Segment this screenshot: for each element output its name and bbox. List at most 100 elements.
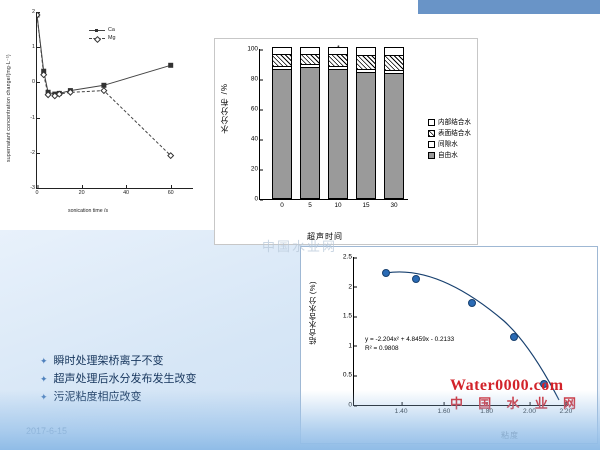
- bar-1: [300, 47, 320, 199]
- bar-1-seg-gap: [301, 64, 319, 67]
- legend-item-free-water: 自由水: [428, 150, 471, 161]
- right-ytick-1: 1: [348, 342, 357, 350]
- left-chart-legend: Ca Mg: [89, 26, 116, 43]
- left-chart-series-svg: [37, 12, 175, 160]
- right-ytick-2: 2: [348, 283, 357, 291]
- bar-1-seg-inner: [301, 48, 319, 54]
- bar-1-seg-surface: [301, 54, 319, 64]
- bar-2-seg-inner: [329, 48, 347, 54]
- left-ytick-1: 1: [32, 44, 40, 51]
- right-xtick-200: 2.00: [523, 402, 536, 415]
- bar-4: [384, 47, 404, 199]
- bar-3-seg-inner: [357, 48, 375, 55]
- left-ytick-m2: -2: [30, 149, 40, 156]
- bullet-marker-icon: ✦: [40, 356, 48, 366]
- mid-xtick-10: 10: [334, 202, 342, 209]
- mid-ytick-100: 100: [247, 45, 263, 53]
- mid-chart-legend: 内部结合水 表面结合水 间隙水 自由水: [428, 117, 471, 161]
- legend-swatch-surface-bound-water: [428, 130, 436, 137]
- right-ytick-0p5: 0.5: [342, 371, 358, 379]
- right-ytick-2p5: 2.5: [342, 253, 358, 261]
- right-ytick-1p5: 1.5: [342, 312, 358, 320]
- legend-label-inner-bound-water: 内部结合水: [438, 119, 471, 126]
- legend-label-surface-bound-water: 表面结合水: [438, 130, 471, 137]
- right-xtick-160: 1.60: [437, 402, 450, 415]
- mid-xtick-0: 0: [280, 202, 284, 209]
- slide-datestamp: 2017-6-15: [26, 426, 68, 436]
- left-ytick-0: 0: [32, 79, 40, 86]
- bound-water-vs-viscosity-chart: 结合水含水分 (%) 粘度 2.5 2 1.5 1 0.5 0 1.40 1.6…: [300, 246, 598, 444]
- mid-ytick-20: 20: [250, 165, 264, 173]
- bar-0-seg-free: [273, 69, 291, 198]
- right-chart-equation-block: y = -2.204x² + 4.8459x - 0.2133 R² = 0.9…: [365, 335, 454, 353]
- left-xtick-40: 40: [123, 185, 130, 196]
- bullet-item-1: ✦ 超声处理后水分发布发生改变: [40, 370, 290, 388]
- trendline-equation: y = -2.204x² + 4.8459x - 0.2133: [365, 336, 455, 343]
- bar-4-seg-inner: [385, 48, 403, 55]
- legend-item-surface-bound-water: 表面结合水: [428, 128, 471, 139]
- bar-2-seg-free: [329, 69, 347, 198]
- legend-swatch-inner-bound-water: [428, 119, 436, 126]
- left-xtick-20: 20: [78, 185, 85, 196]
- bar-3-seg-gap: [357, 69, 375, 72]
- watermark-logo-subtext: 中 国 水 业 网: [449, 396, 582, 411]
- right-chart-ylabel: 结合水含水分 (%): [308, 281, 317, 345]
- data-point-3: [510, 333, 518, 341]
- mid-ytick-80: 80: [250, 75, 264, 83]
- bar-0: [272, 47, 292, 199]
- mid-xtick-5: 5: [308, 202, 312, 209]
- bar-0-seg-surface: [273, 54, 291, 66]
- left-chart-ylabel: supernatant concentration change/(mg·L⁻¹…: [6, 54, 12, 162]
- bar-0-seg-inner: [273, 48, 291, 54]
- bar-4-seg-surface: [385, 55, 403, 70]
- header-accent-bar: [418, 0, 600, 14]
- legend-item-interstitial-water: 间隙水: [428, 139, 471, 150]
- mid-ytick-60: 60: [250, 105, 264, 113]
- bar-1-seg-free: [301, 67, 319, 198]
- bar-4-seg-free: [385, 73, 403, 198]
- data-point-2: [468, 299, 476, 307]
- legend-item-inner-bound-water: 内部结合水: [428, 117, 471, 128]
- bullet-marker-icon: ✦: [40, 374, 48, 384]
- data-point-0: [382, 269, 390, 277]
- left-xtick-0: 0: [35, 185, 39, 196]
- left-ytick-m1: -1: [30, 114, 40, 121]
- watermark-logo-domain: 0000.com: [495, 377, 564, 394]
- bar-0-seg-gap: [273, 66, 291, 69]
- data-point-1: [412, 275, 420, 283]
- mid-chart-xlabel: 超声时间: [307, 232, 343, 241]
- left-xtick-60: 60: [167, 185, 174, 196]
- mid-ytick-40: 40: [250, 135, 264, 143]
- left-ytick-m3: -3: [30, 185, 40, 191]
- data-point-4: [540, 380, 548, 388]
- bar-3-seg-free: [357, 72, 375, 198]
- bar-4-seg-gap: [385, 70, 403, 73]
- mid-chart-plot-area: 100 80 60 40 20 0: [247, 46, 408, 209]
- bullet-text-2: 污泥粘度相应改变: [53, 391, 142, 403]
- legend-item-mg: Mg: [89, 34, 116, 43]
- right-xtick-140: 1.40: [395, 402, 408, 415]
- legend-label-free-water: 自由水: [438, 152, 458, 159]
- right-xtick-220: 2.20: [559, 402, 572, 415]
- right-ytick-0: 0: [348, 401, 357, 409]
- legend-item-ca: Ca: [89, 26, 116, 34]
- bullet-text-1: 超声处理后水分发布发生改变: [53, 373, 197, 385]
- legend-line-dashed: [89, 35, 105, 43]
- mid-xtick-30: 30: [390, 202, 398, 209]
- left-chart-plot-area: 2 1 0 -1 -2 -3 0 20 40 60: [30, 9, 193, 196]
- legend-label-mg: Mg: [108, 35, 116, 41]
- legend-line-solid: [89, 28, 105, 32]
- bullet-marker-icon: ✦: [40, 392, 48, 402]
- bullet-text-0: 瞬时处理架桥离子不变: [53, 355, 164, 367]
- moisture-distribution-chart: 水分分布 /% 超声时间 * 100 80 60 40 20 0: [214, 38, 478, 245]
- watermark-faint: 中国水业网: [262, 239, 338, 254]
- bar-3-seg-surface: [357, 55, 375, 69]
- watermark-logo: Water0000.com 中 国 水 业 网: [450, 377, 582, 412]
- bar-2: [328, 47, 348, 199]
- bullet-item-2: ✦ 污泥粘度相应改变: [40, 388, 290, 406]
- legend-label-ca: Ca: [108, 27, 115, 33]
- supernatant-ion-chart: supernatant concentration change/(mg·L⁻¹…: [6, 4, 208, 214]
- bar-3: [356, 47, 376, 199]
- mid-chart-ylabel: 水分分布 /%: [220, 83, 229, 134]
- bar-2-seg-surface: [329, 54, 347, 66]
